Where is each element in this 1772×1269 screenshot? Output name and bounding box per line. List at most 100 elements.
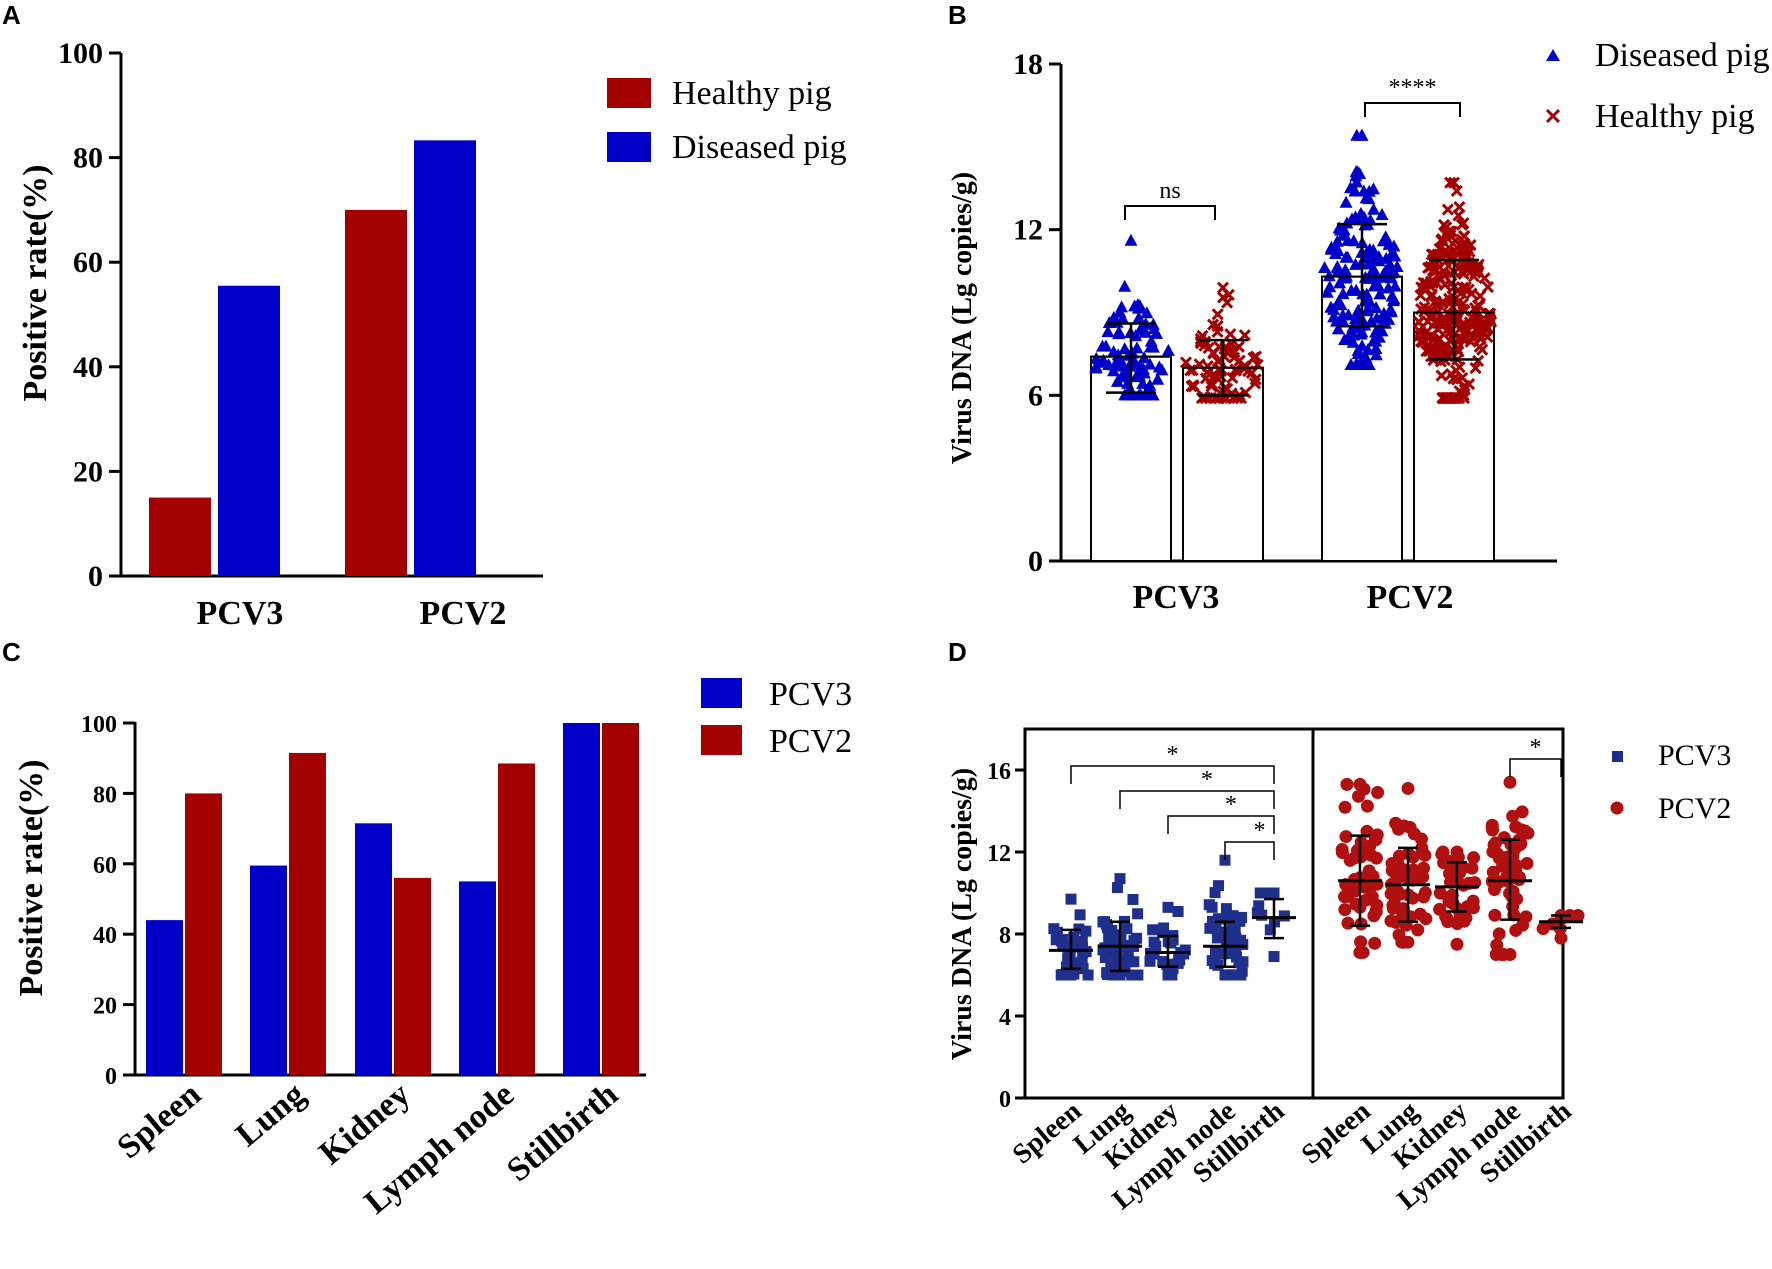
panel-b-point-diseased [1107, 345, 1121, 358]
panel-d-point-pcv2 [1354, 935, 1368, 949]
panel-b-point-diseased [1349, 283, 1363, 296]
panel-d-point-pcv3 [1075, 935, 1087, 947]
panel-a-y-tick-label: 20 [73, 455, 103, 488]
panel-b-point-diseased [1338, 333, 1352, 346]
panel-b-point-diseased [1369, 342, 1383, 355]
panel-b-point-healthy [1245, 366, 1258, 379]
panel-b-point-diseased [1116, 311, 1130, 324]
panel-d-point-pcv3 [1132, 969, 1144, 981]
panel-b-point-healthy [1211, 308, 1224, 321]
panel-d-y-tick-label: 16 [987, 759, 1011, 785]
panel-d-point-pcv3 [1114, 873, 1126, 885]
panel-b-point-diseased [1339, 195, 1353, 208]
panel-d-point-pcv2 [1368, 936, 1382, 950]
panel-c: C Positive rate(%) 0 20 40 60 80 100 Spleen Lu… [2, 637, 852, 1221]
panel-d-point-pcv3 [1055, 969, 1067, 981]
panel-c-category-label: Spleen [111, 1076, 209, 1166]
panel-b-point-diseased [1136, 376, 1150, 389]
panel-b-point-healthy [1458, 283, 1471, 296]
panel-d-significance-bracket [1224, 841, 1275, 860]
panel-d-point-pcv2 [1404, 865, 1418, 879]
panel-c-legend-pcv2: PCV2 [769, 723, 852, 760]
panel-d-significance-bracket [1509, 758, 1562, 777]
panel-d-point-pcv2 [1450, 845, 1464, 859]
panel-d-point-pcv2 [1515, 823, 1529, 837]
panel-b-point-diseased [1336, 287, 1350, 300]
panel-b-point-diseased [1350, 175, 1364, 188]
panel-b-point-healthy [1414, 289, 1427, 302]
panel-b-y-axis-label: Virus DNA (Lg copies/g) [947, 172, 978, 464]
panel-b-point-diseased [1382, 237, 1396, 250]
panel-b-point-diseased [1353, 166, 1367, 179]
panel-b-y-tick-label: 18 [1013, 48, 1043, 81]
panel-b-point-healthy [1226, 371, 1239, 384]
panel-d-y-tick-label: 12 [987, 841, 1011, 867]
panel-b-point-healthy [1453, 201, 1466, 214]
panel-d-point-pcv2 [1433, 886, 1447, 900]
panel-d-point-pcv2 [1338, 903, 1352, 917]
panel-d-point-pcv3 [1077, 963, 1089, 975]
panel-c-bar-pcv2-kidney [394, 877, 431, 1075]
panel-d-point-pcv3 [1051, 926, 1063, 938]
panel-c-category-label: Stillbirth [500, 1076, 625, 1189]
panel-d-point-pcv3 [1219, 969, 1231, 981]
panel-d-significance-label: * [1167, 742, 1179, 768]
panel-d-point-pcv2 [1413, 907, 1427, 921]
panel-b-point-healthy [1435, 369, 1448, 382]
panel-b-point-healthy [1481, 281, 1495, 294]
panel-b-point-diseased [1349, 311, 1363, 324]
panel-a-y-tick-label: 40 [73, 351, 103, 384]
panel-b-legend-marker-diseased [1546, 49, 1560, 61]
panel-d-point-pcv2 [1487, 883, 1501, 897]
panel-b-point-healthy [1447, 392, 1461, 405]
panel-d-point-pcv3 [1127, 893, 1139, 905]
panel-b-point-healthy [1466, 331, 1479, 344]
panel-b-point-diseased [1150, 326, 1164, 339]
panel-b-point-diseased [1126, 354, 1140, 367]
panel-b-point-healthy [1447, 176, 1461, 189]
panel-d-point-pcv3 [1099, 951, 1111, 963]
panel-c-bar-pcv2-lymph-node [498, 763, 535, 1075]
panel-d-point-pcv3 [1101, 967, 1113, 979]
panel-b-point-diseased [1367, 333, 1381, 346]
panel-b-point-healthy [1478, 272, 1491, 285]
panel-d-point-pcv2 [1456, 878, 1470, 892]
panel-d-legend-marker-pcv3 [1612, 751, 1623, 762]
panel-d-point-pcv3 [1278, 910, 1290, 922]
panel-d-point-pcv3 [1220, 903, 1232, 915]
panel-d-point-pcv2 [1456, 861, 1470, 875]
panel-b-point-diseased [1382, 312, 1396, 325]
panel-d-point-pcv3 [1065, 969, 1077, 981]
panel-b-point-healthy [1424, 344, 1437, 357]
panel-d-point-pcv3 [1132, 908, 1144, 920]
panel-b-point-healthy [1436, 297, 1449, 310]
panel-d-point-pcv3 [1264, 924, 1276, 936]
panel-b-point-diseased [1334, 298, 1348, 311]
panel-c-category-label: Lung [229, 1076, 312, 1154]
panel-b-point-diseased [1112, 325, 1126, 338]
panel-d-point-pcv2 [1392, 849, 1406, 863]
panel-b-point-diseased [1370, 311, 1384, 324]
panel-d-point-pcv2 [1520, 856, 1534, 870]
panel-b-point-healthy [1249, 373, 1262, 386]
panel-d-point-pcv2 [1439, 909, 1453, 923]
panel-d-point-pcv3 [1221, 936, 1233, 948]
panel-d-point-pcv2 [1503, 948, 1517, 961]
panel-d-point-pcv2 [1392, 888, 1406, 902]
panel-b-point-diseased [1124, 388, 1138, 401]
panel-d-point-pcv2 [1338, 890, 1352, 904]
panel-d-point-pcv2 [1417, 890, 1431, 904]
panel-d-point-pcv3 [1103, 932, 1115, 944]
panel-d-point-pcv2 [1341, 916, 1355, 930]
panel-b-point-diseased [1361, 302, 1375, 315]
panel-c-bar-pcv3-stillbirth [563, 723, 600, 1075]
panel-d-point-pcv3 [1157, 956, 1169, 968]
panel-d-y-tick-label: 4 [999, 1005, 1011, 1031]
panel-c-legend-pcv3: PCV3 [769, 676, 852, 713]
panel-d-point-pcv3 [1061, 961, 1073, 973]
panel-d-point-pcv2 [1353, 777, 1367, 791]
panel-b-significance-bracket [1364, 102, 1461, 117]
panel-b-y-tick-label: 0 [1028, 545, 1043, 578]
panel-d-point-pcv2 [1487, 838, 1501, 852]
panel-d-point-pcv3 [1113, 930, 1125, 942]
